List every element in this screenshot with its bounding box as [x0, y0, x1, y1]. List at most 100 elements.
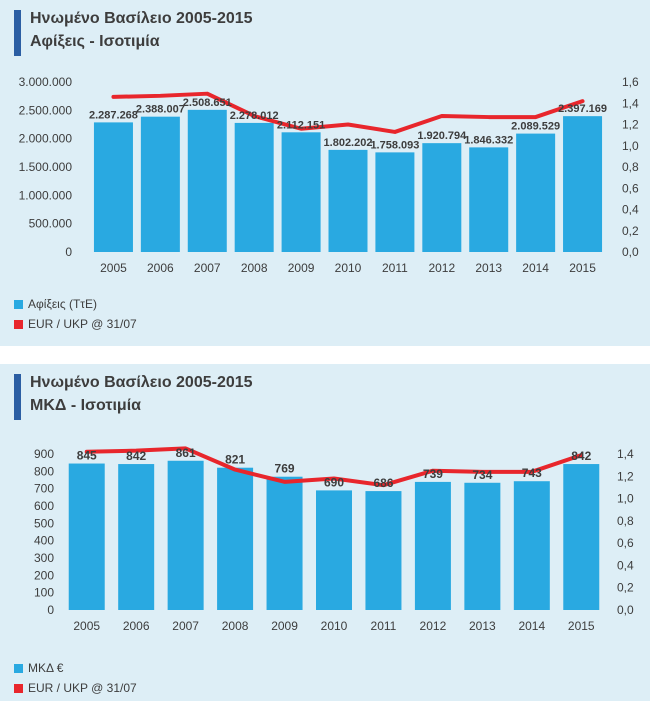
- chart-subtitle: Αφίξεις - Ισοτιμία: [30, 33, 160, 50]
- x-axis-tick-label: 2006: [147, 261, 174, 275]
- left-axis-tick-label: 800: [34, 464, 54, 478]
- data-label: 2.397.169: [558, 103, 607, 115]
- data-label: 2.278.012: [230, 110, 279, 122]
- bar: [316, 490, 352, 610]
- left-axis-tick-label: 700: [34, 482, 54, 496]
- chart-legend: ΜΚΔ € EUR / UKP @ 31/07: [14, 658, 137, 698]
- x-axis-tick-label: 2007: [194, 261, 221, 275]
- series-line: [111, 91, 585, 134]
- left-axis-tick-label: 900: [34, 447, 54, 461]
- right-axis-tick-label: 1,6: [622, 75, 639, 89]
- right-axis-tick-label: 1,4: [617, 447, 634, 461]
- data-label: 842: [571, 449, 591, 463]
- title-accent-bar: [14, 10, 21, 56]
- x-axis-tick-label: 2014: [518, 619, 545, 633]
- left-axis-tick-label: 400: [34, 534, 54, 548]
- x-axis-tick-label: 2008: [241, 261, 268, 275]
- x-axis-tick-label: 2012: [428, 261, 455, 275]
- data-label: 690: [324, 475, 344, 489]
- x-axis-tick-label: 2009: [271, 619, 298, 633]
- left-axis-tick-label: 2.000.000: [19, 132, 73, 146]
- bar: [217, 467, 254, 610]
- x-axis-tick-label: 2005: [73, 619, 100, 633]
- arrivals-chart: 0 500.000 1.000.000 1.500.000 2.000.000 2.500…: [19, 75, 639, 275]
- bar: [234, 122, 274, 252]
- x-axis-tick-label: 2013: [475, 261, 502, 275]
- bar: [464, 482, 501, 610]
- left-axis-tick-label: 100: [34, 586, 54, 600]
- bar: [68, 463, 105, 610]
- bar: [281, 132, 321, 252]
- data-label: 2.508.651: [183, 97, 232, 109]
- right-axis-tick-label: 1,4: [622, 96, 639, 110]
- data-label: 861: [176, 446, 196, 460]
- series-line: [84, 446, 584, 488]
- x-axis-tick-label: 2010: [335, 261, 362, 275]
- left-axis-tick-label: 0: [47, 603, 54, 617]
- title-accent-bar: [14, 374, 21, 420]
- x-axis-tick-label: 2009: [288, 261, 315, 275]
- chart-title: Ηνωμένο Βασίλειο 2005-2015: [30, 374, 253, 391]
- bar: [563, 116, 603, 252]
- left-axis-tick-label: 500: [34, 516, 54, 530]
- left-axis-tick-label: 300: [34, 551, 54, 565]
- x-axis-tick-label: 2015: [569, 261, 596, 275]
- x-axis-tick-label: 2010: [321, 619, 348, 633]
- chart-title: Ηνωμένο Βασίλειο 2005-2015: [30, 10, 253, 27]
- data-label: 1.802.202: [324, 137, 373, 149]
- left-axis-tick-label: 1.000.000: [19, 188, 73, 202]
- legend-swatch-line: [14, 319, 23, 329]
- legend-swatch-bars: [14, 663, 23, 673]
- bar: [140, 116, 180, 253]
- right-axis-tick-label: 1,0: [622, 139, 639, 153]
- data-label: 739: [423, 467, 443, 481]
- right-axis-tick-label: 1,2: [622, 118, 639, 132]
- bar: [375, 152, 415, 252]
- legend-item-bars: Αφίξεις (ΤτΕ): [14, 294, 137, 314]
- left-axis-tick-label: 2.500.000: [19, 103, 73, 117]
- left-axis-tick-label: 3.000.000: [19, 75, 73, 89]
- data-label: 2.089.529: [511, 121, 560, 133]
- data-label: 686: [373, 476, 393, 490]
- right-axis-tick-label: 0,4: [617, 558, 634, 572]
- bar: [266, 476, 303, 610]
- data-label: 2.112.151: [277, 119, 325, 131]
- data-label: 743: [522, 466, 542, 480]
- data-label: 734: [472, 468, 492, 482]
- legend-swatch-line: [14, 683, 23, 693]
- left-axis-tick-label: 500.000: [29, 217, 73, 231]
- data-label: 842: [126, 449, 146, 463]
- right-axis-tick-label: 1,2: [617, 469, 634, 483]
- bar: [563, 464, 600, 610]
- x-axis-tick-label: 2012: [420, 619, 447, 633]
- chart-panel-avg-spend: Ηνωμένο Βασίλειο 2005-2015 ΜΚΔ - Ισοτιμί…: [0, 364, 650, 701]
- bar: [328, 149, 368, 252]
- data-label: 821: [225, 453, 245, 467]
- bar: [187, 109, 227, 252]
- bar: [414, 481, 451, 610]
- x-axis-tick-label: 2013: [469, 619, 496, 633]
- right-axis-tick-label: 0,4: [622, 203, 639, 217]
- data-label: 2.388.007: [136, 104, 185, 116]
- right-axis-tick-label: 0,8: [622, 160, 639, 174]
- chart-legend: Αφίξεις (ΤτΕ) EUR / UKP @ 31/07: [14, 294, 137, 334]
- legend-swatch-bars: [14, 299, 23, 309]
- data-label: 769: [275, 462, 295, 476]
- x-axis-tick-label: 2005: [100, 261, 127, 275]
- data-label: 845: [77, 449, 97, 463]
- legend-item-line: EUR / UKP @ 31/07: [14, 314, 137, 334]
- bar: [167, 460, 204, 610]
- right-axis-tick-label: 0,2: [617, 581, 634, 595]
- data-label: 2.287.268: [89, 109, 138, 121]
- bar: [422, 143, 462, 252]
- x-axis-tick-label: 2008: [222, 619, 249, 633]
- x-axis-tick-label: 2011: [371, 619, 397, 633]
- chart-subtitle: ΜΚΔ - Ισοτιμία: [30, 397, 141, 414]
- right-axis-tick-label: 0,2: [622, 224, 639, 238]
- right-axis-tick-label: 0,8: [617, 514, 634, 528]
- x-axis-tick-label: 2006: [123, 619, 150, 633]
- bar: [513, 481, 550, 610]
- bar: [516, 133, 556, 252]
- legend-item-bars: ΜΚΔ €: [14, 658, 137, 678]
- left-axis-tick-label: 1.500.000: [19, 160, 73, 174]
